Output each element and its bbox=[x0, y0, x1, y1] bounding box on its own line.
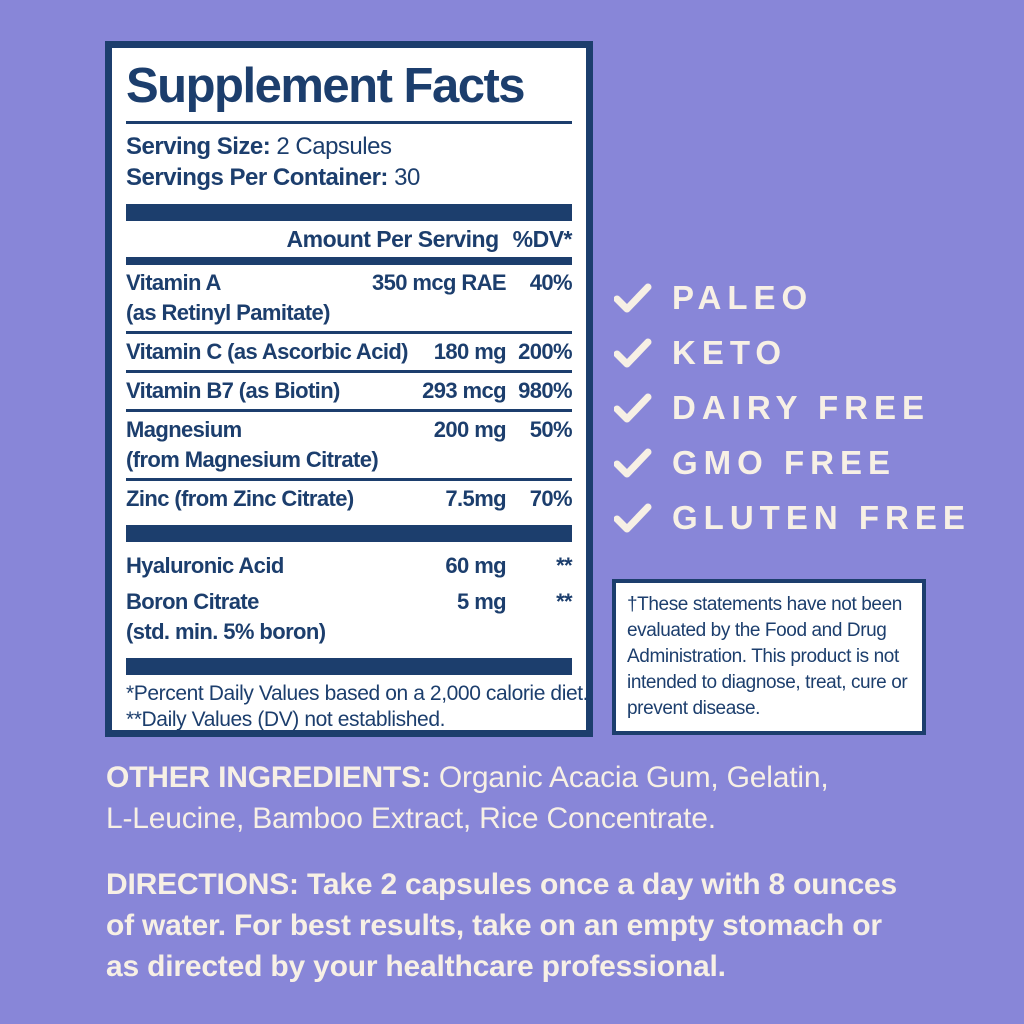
separator-bar-thick bbox=[126, 525, 572, 542]
amount-per-serving-header: Amount Per Serving bbox=[286, 226, 500, 252]
nutrient-amount: 180 mg bbox=[433, 339, 507, 364]
footnote-percent-dv: *Percent Daily Values based on a 2,000 c… bbox=[126, 682, 589, 705]
serving-size-label: Serving Size: bbox=[126, 133, 271, 160]
list-item: GMO FREE bbox=[614, 446, 971, 480]
nutrient-amount: 293 mcg bbox=[422, 378, 506, 403]
directions-line: DIRECTIONS: Take 2 capsules once a day w… bbox=[106, 864, 986, 905]
table-row: Vitamin B7 (as Biotin) 293 mcg 980% bbox=[126, 373, 573, 409]
other-ingredients-text: Organic Acacia Gum, Gelatin, bbox=[438, 761, 829, 794]
nutrient-dv: 50% bbox=[529, 417, 573, 442]
title-rule bbox=[126, 121, 572, 124]
row-divider bbox=[126, 331, 572, 334]
other-ingredients-section: OTHER INGREDIENTS: Organic Acacia Gum, G… bbox=[106, 757, 966, 839]
directions-section: DIRECTIONS: Take 2 capsules once a day w… bbox=[106, 864, 986, 987]
nutrient-amount: 60 mg bbox=[445, 553, 506, 578]
check-icon bbox=[614, 503, 652, 533]
other-ingredients-line: OTHER INGREDIENTS: Organic Acacia Gum, G… bbox=[106, 757, 966, 798]
nutrient-name: Magnesium bbox=[126, 417, 242, 442]
row-divider bbox=[126, 370, 572, 373]
separator-bar-thick bbox=[126, 204, 572, 221]
supplement-facts-panel: Supplement Facts Serving Size: 2 Capsule… bbox=[105, 41, 593, 737]
nutrient-source: (std. min. 5% boron) bbox=[126, 619, 326, 644]
directions-line: of water. For best results, take on an e… bbox=[106, 909, 882, 942]
separator-bar-medium bbox=[126, 257, 572, 265]
check-icon bbox=[614, 393, 652, 423]
list-item: PALEO bbox=[614, 281, 971, 315]
badge-label: GMO FREE bbox=[672, 444, 897, 481]
table-row: Vitamin A 350 mcg RAE 40% (as Retinyl Pa… bbox=[126, 265, 573, 331]
directions-label: DIRECTIONS: bbox=[106, 868, 299, 901]
table-row: Vitamin C (as Ascorbic Acid) 180 mg 200% bbox=[126, 334, 573, 370]
badge-label: PALEO bbox=[672, 279, 814, 316]
dv-header: %DV* bbox=[512, 226, 573, 252]
table-row: Magnesium 200 mg 50% (from Magnesium Cit… bbox=[126, 412, 573, 478]
nutrient-dv: ** bbox=[556, 589, 573, 614]
nutrient-dv: 980% bbox=[518, 378, 572, 403]
list-item: KETO bbox=[614, 336, 971, 370]
list-item: DAIRY FREE bbox=[614, 391, 971, 425]
nutrient-dv: 40% bbox=[529, 270, 573, 295]
table-column-header: Amount Per Serving %DV* bbox=[126, 225, 573, 254]
directions-text: Take 2 capsules once a day with 8 ounces bbox=[306, 868, 897, 901]
serving-size-line: Serving Size: 2 Capsules bbox=[126, 131, 572, 162]
supplement-facts-title: Supplement Facts bbox=[126, 59, 526, 113]
other-ingredients-line: L-Leucine, Bamboo Extract, Rice Concentr… bbox=[106, 802, 716, 835]
check-icon bbox=[614, 338, 652, 368]
serving-size-value: 2 Capsules bbox=[276, 133, 392, 160]
check-icon bbox=[614, 448, 652, 478]
diet-badges-list: PALEO KETO DAIRY FREE GMO FREE GLUTEN FR… bbox=[614, 281, 971, 556]
nutrient-name: Vitamin C (as Ascorbic Acid) bbox=[126, 339, 409, 364]
badge-label: DAIRY FREE bbox=[672, 389, 931, 426]
nutrient-dv: ** bbox=[556, 553, 573, 578]
nutrient-name: Zinc (from Zinc Citrate) bbox=[126, 486, 354, 511]
nutrient-amount: 350 mcg RAE bbox=[371, 270, 507, 295]
row-divider bbox=[126, 478, 572, 481]
nutrient-name: Boron Citrate bbox=[126, 589, 259, 614]
nutrient-source: (as Retinyl Pamitate) bbox=[126, 300, 330, 325]
nutrient-amount: 200 mg bbox=[433, 417, 507, 442]
row-divider bbox=[126, 409, 572, 412]
badge-label: GLUTEN FREE bbox=[672, 499, 971, 536]
separator-bar-thick bbox=[126, 658, 572, 675]
nutrient-name: Vitamin A bbox=[126, 270, 221, 295]
nutrient-dv: 200% bbox=[518, 339, 572, 364]
servings-per-container-line: Servings Per Container: 30 bbox=[126, 162, 572, 193]
nutrient-name: Hyaluronic Acid bbox=[126, 553, 284, 578]
fda-disclaimer-text: †These statements have not been evaluate… bbox=[627, 594, 908, 719]
table-row: Zinc (from Zinc Citrate) 7.5mg 70% bbox=[126, 481, 573, 517]
directions-line: as directed by your healthcare professio… bbox=[106, 950, 726, 983]
nutrient-amount: 5 mg bbox=[457, 589, 507, 614]
table-row: Boron Citrate 5 mg ** (std. min. 5% boro… bbox=[126, 584, 573, 650]
nutrient-source: (from Magnesium Citrate) bbox=[126, 447, 379, 472]
footnote-dv-not-established: **Daily Values (DV) not established. bbox=[126, 708, 446, 731]
table-row: Hyaluronic Acid 60 mg ** bbox=[126, 548, 573, 584]
nutrient-amount: 7.5mg bbox=[445, 486, 506, 511]
badge-label: KETO bbox=[672, 334, 788, 371]
other-ingredients-label: OTHER INGREDIENTS: bbox=[106, 761, 431, 794]
fda-disclaimer-box: †These statements have not been evaluate… bbox=[612, 579, 926, 735]
servings-per-container-label: Servings Per Container: bbox=[126, 164, 388, 191]
check-icon bbox=[614, 283, 652, 313]
nutrient-dv: 70% bbox=[529, 486, 573, 511]
list-item: GLUTEN FREE bbox=[614, 501, 971, 535]
nutrient-name: Vitamin B7 (as Biotin) bbox=[126, 378, 340, 403]
servings-per-container-value: 30 bbox=[394, 164, 420, 191]
